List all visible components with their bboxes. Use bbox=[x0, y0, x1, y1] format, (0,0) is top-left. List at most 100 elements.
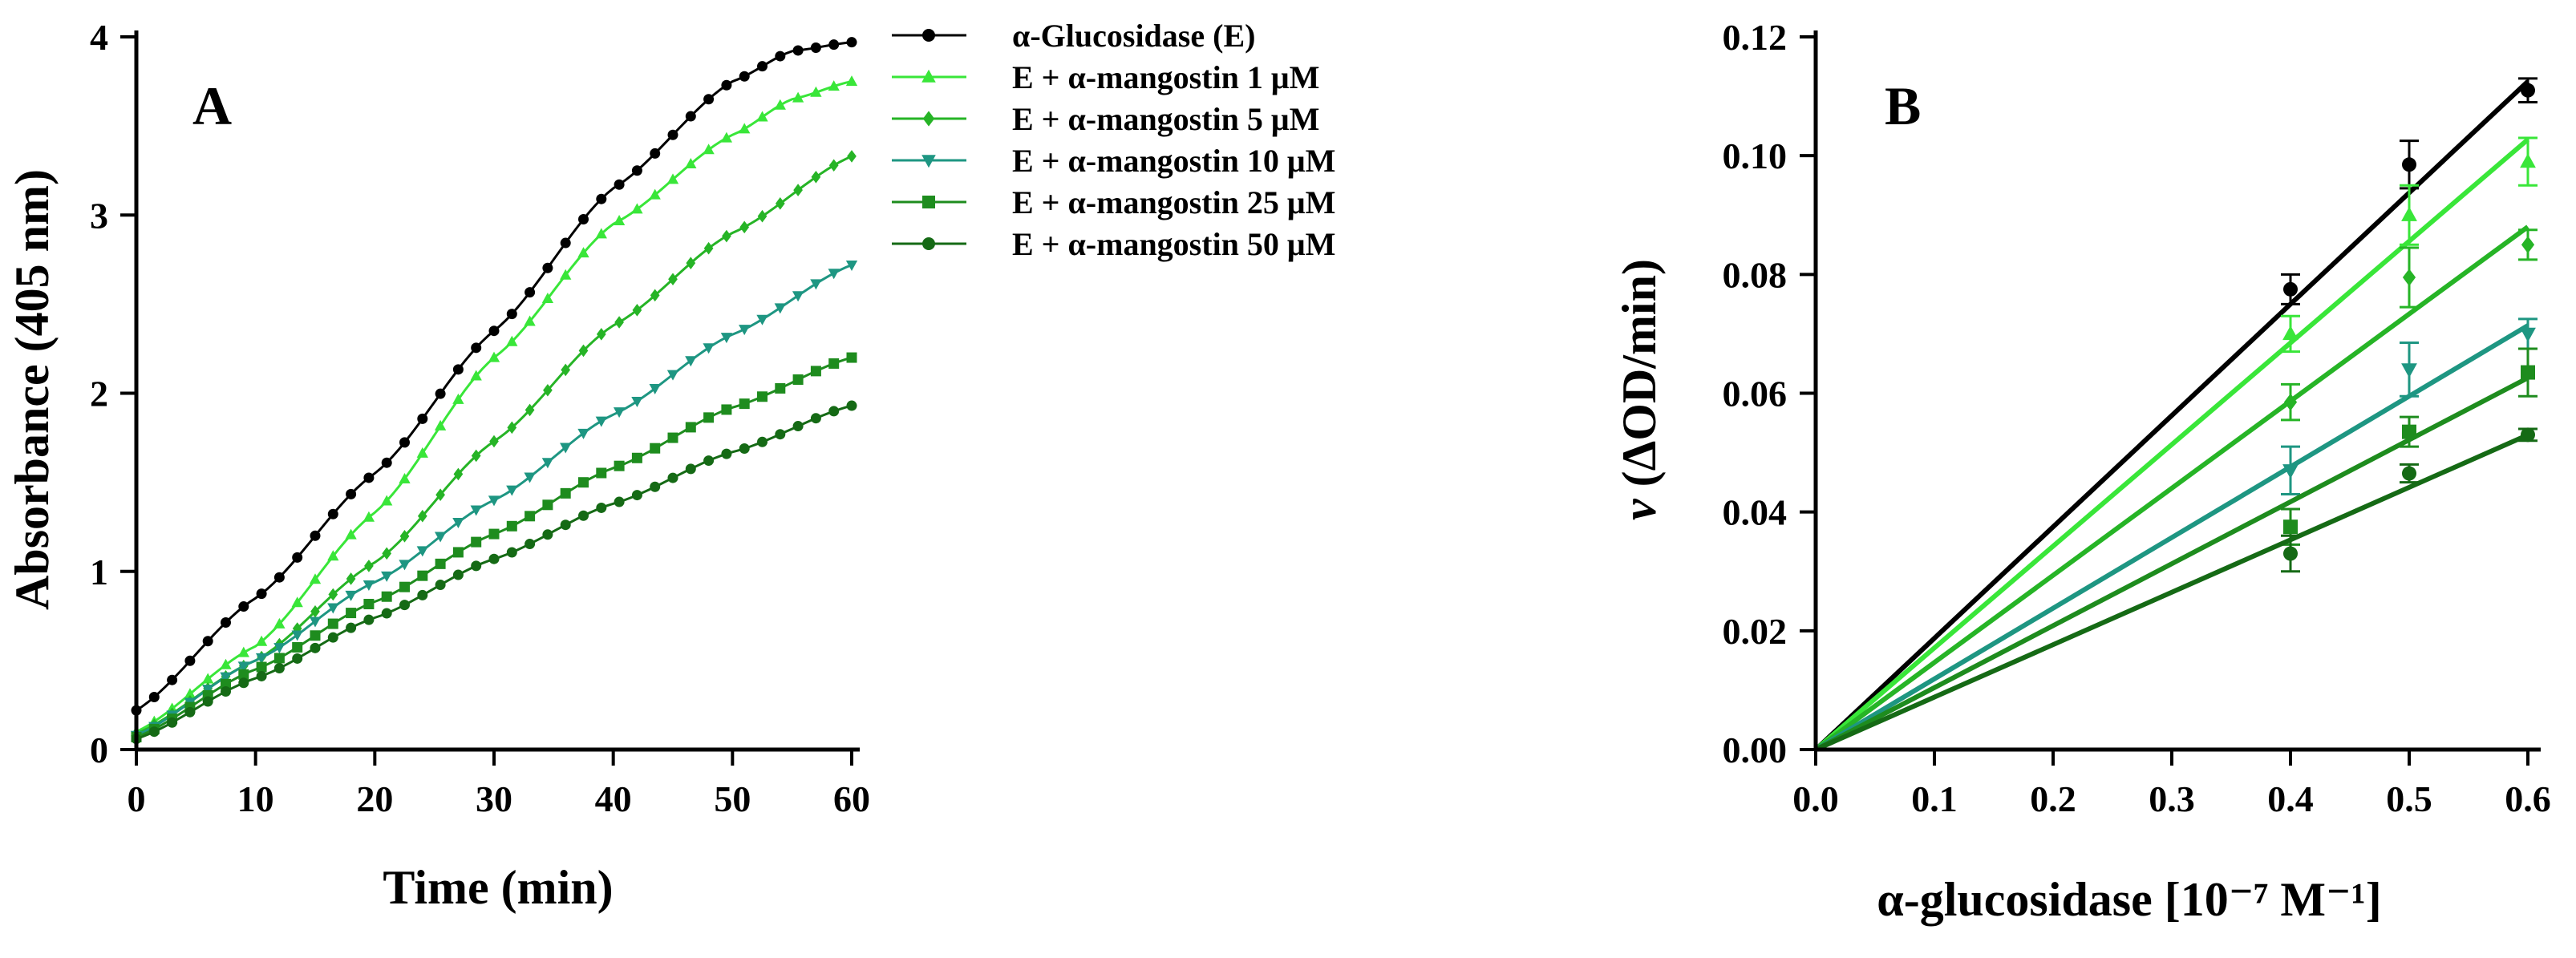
panel-a-data-point bbox=[221, 686, 231, 697]
panel-a-data-point bbox=[846, 352, 857, 363]
legend-label: E + α-mangostin 1 μM bbox=[1012, 59, 1319, 95]
panel-a-data-point bbox=[757, 391, 768, 402]
panel-b-data-point bbox=[2402, 424, 2416, 439]
panel-a-data-point bbox=[613, 214, 626, 225]
panel-a-data-point bbox=[614, 460, 625, 471]
panel-a-data-point bbox=[399, 581, 410, 592]
legend-marker bbox=[921, 69, 936, 83]
panel-a-data-point bbox=[686, 257, 696, 269]
panel-a-data-point bbox=[238, 669, 249, 680]
panel-b-series-E bbox=[1813, 77, 2538, 752]
panel-a-data-point bbox=[596, 502, 607, 513]
panel-a-data-point bbox=[525, 287, 536, 298]
panel-a-data-point bbox=[561, 363, 571, 377]
panel-a-y-tick-label: 0 bbox=[90, 730, 108, 770]
panel-a-data-point bbox=[381, 457, 392, 468]
panel-a-data-point bbox=[828, 39, 840, 51]
panel-a-data-point bbox=[846, 37, 857, 48]
panel-a-data-point bbox=[649, 188, 661, 200]
panel-a-data-point bbox=[524, 472, 536, 483]
panel-b-data-point bbox=[2401, 206, 2417, 221]
panel-b-y-tick-label: 0.00 bbox=[1723, 730, 1788, 770]
panel-a-data-point bbox=[184, 706, 196, 717]
panel-a-data-point bbox=[720, 131, 733, 143]
panel-a-data-point bbox=[417, 509, 427, 523]
panel-b-x-tick-label: 0.3 bbox=[2149, 778, 2195, 819]
panel-a-data-point bbox=[739, 123, 751, 134]
panel-a-data-point bbox=[560, 237, 571, 249]
panel-a-data-point bbox=[774, 99, 786, 110]
panel-a-data-point bbox=[775, 197, 785, 210]
panel-a-data-point bbox=[757, 61, 768, 72]
panel-a-data-point bbox=[417, 589, 428, 600]
panel-a-data-point bbox=[273, 643, 286, 654]
panel-a-y-tick-label: 3 bbox=[90, 195, 108, 236]
panel-a-data-point bbox=[363, 472, 375, 483]
panel-a-data-point bbox=[346, 572, 356, 585]
panel-a-data-point bbox=[506, 547, 517, 558]
panel-a-data-point bbox=[273, 617, 286, 629]
legend-marker bbox=[922, 111, 935, 127]
panel-a-data-point bbox=[471, 449, 481, 463]
panel-b-data-point bbox=[2521, 427, 2535, 443]
panel-a-data-point bbox=[578, 214, 589, 225]
panel-a-data-point bbox=[542, 262, 553, 273]
panel-a-data-point bbox=[291, 596, 303, 608]
panel-a-data-point bbox=[721, 448, 732, 459]
panel-b-y-tick-label: 0.10 bbox=[1723, 135, 1788, 176]
legend-item-c5: E + α-mangostin 5 μM bbox=[892, 101, 1319, 137]
panel-b-data-point bbox=[2521, 365, 2535, 380]
panel-a-data-point bbox=[720, 333, 733, 344]
panel-a-data-point bbox=[506, 309, 517, 320]
panel-a-data-point bbox=[184, 688, 196, 699]
panel-a-data-point bbox=[721, 79, 732, 91]
panel-a-data-point bbox=[650, 481, 661, 492]
panel-a-series-c10 bbox=[130, 260, 858, 742]
panel-a-data-point bbox=[757, 209, 768, 223]
panel-b-fit-line bbox=[1813, 79, 2530, 752]
panel-a-data-point bbox=[828, 406, 840, 417]
panel-a-data-point bbox=[202, 685, 214, 696]
panel-a-data-point bbox=[488, 528, 500, 540]
panel-b-y-axis-title: v (ΔOD/min) bbox=[1613, 259, 1666, 520]
panel-b-data-point bbox=[2401, 363, 2417, 378]
panel-a-data-point bbox=[167, 674, 178, 685]
panel-a-data-point bbox=[327, 603, 339, 614]
panel-a-data-point bbox=[434, 532, 447, 543]
panel-b-data-point bbox=[2283, 546, 2298, 561]
panel-a-data-point bbox=[310, 604, 320, 618]
panel-a-x-tick-label: 60 bbox=[833, 778, 870, 819]
panel-a-data-point bbox=[721, 404, 732, 415]
legend-item-c25: E + α-mangostin 25 μM bbox=[892, 184, 1335, 220]
panel-a-data-point bbox=[310, 530, 321, 541]
panel-a-data-point bbox=[488, 351, 500, 362]
panel-a-series-line bbox=[136, 404, 853, 741]
panel-a-data-point bbox=[309, 573, 322, 584]
panel-a-data-point bbox=[471, 536, 482, 548]
panel-b-marks bbox=[1813, 77, 2538, 752]
panel-a-data-point bbox=[381, 591, 392, 602]
panel-a-data-point bbox=[506, 485, 518, 496]
panel-a-x-axis-title: Time (min) bbox=[383, 861, 613, 914]
panel-a-data-point bbox=[739, 71, 750, 82]
panel-a-data-point bbox=[292, 552, 303, 563]
panel-a-data-point bbox=[328, 588, 338, 601]
panel-b-ticks: 0.0 0.1 0.2 0.3 0.4 0.5 0.6 0.00 0.02 0.04 0.06 0.0… bbox=[1723, 17, 2551, 819]
panel-a-data-point bbox=[810, 86, 822, 97]
legend-item-E: α-Glucosidase (E) bbox=[892, 18, 1255, 54]
panel-a-data-point bbox=[524, 315, 536, 326]
panel-a-data-point bbox=[452, 393, 464, 404]
panel-a-series-c50 bbox=[131, 400, 857, 745]
panel-a-data-point bbox=[184, 655, 196, 666]
panel-a-data-point bbox=[650, 443, 661, 454]
panel-a-data-point bbox=[256, 588, 267, 600]
panel-b-data-point bbox=[2283, 519, 2298, 535]
panel-a-data-point bbox=[810, 366, 821, 377]
panel-a-data-point bbox=[739, 325, 751, 336]
panel-a-data-point bbox=[470, 370, 482, 381]
panel-a-data-point bbox=[542, 499, 553, 511]
panel-a-data-point bbox=[381, 495, 393, 506]
panel-a-data-point bbox=[685, 463, 696, 475]
panel-a-data-point bbox=[703, 343, 715, 354]
